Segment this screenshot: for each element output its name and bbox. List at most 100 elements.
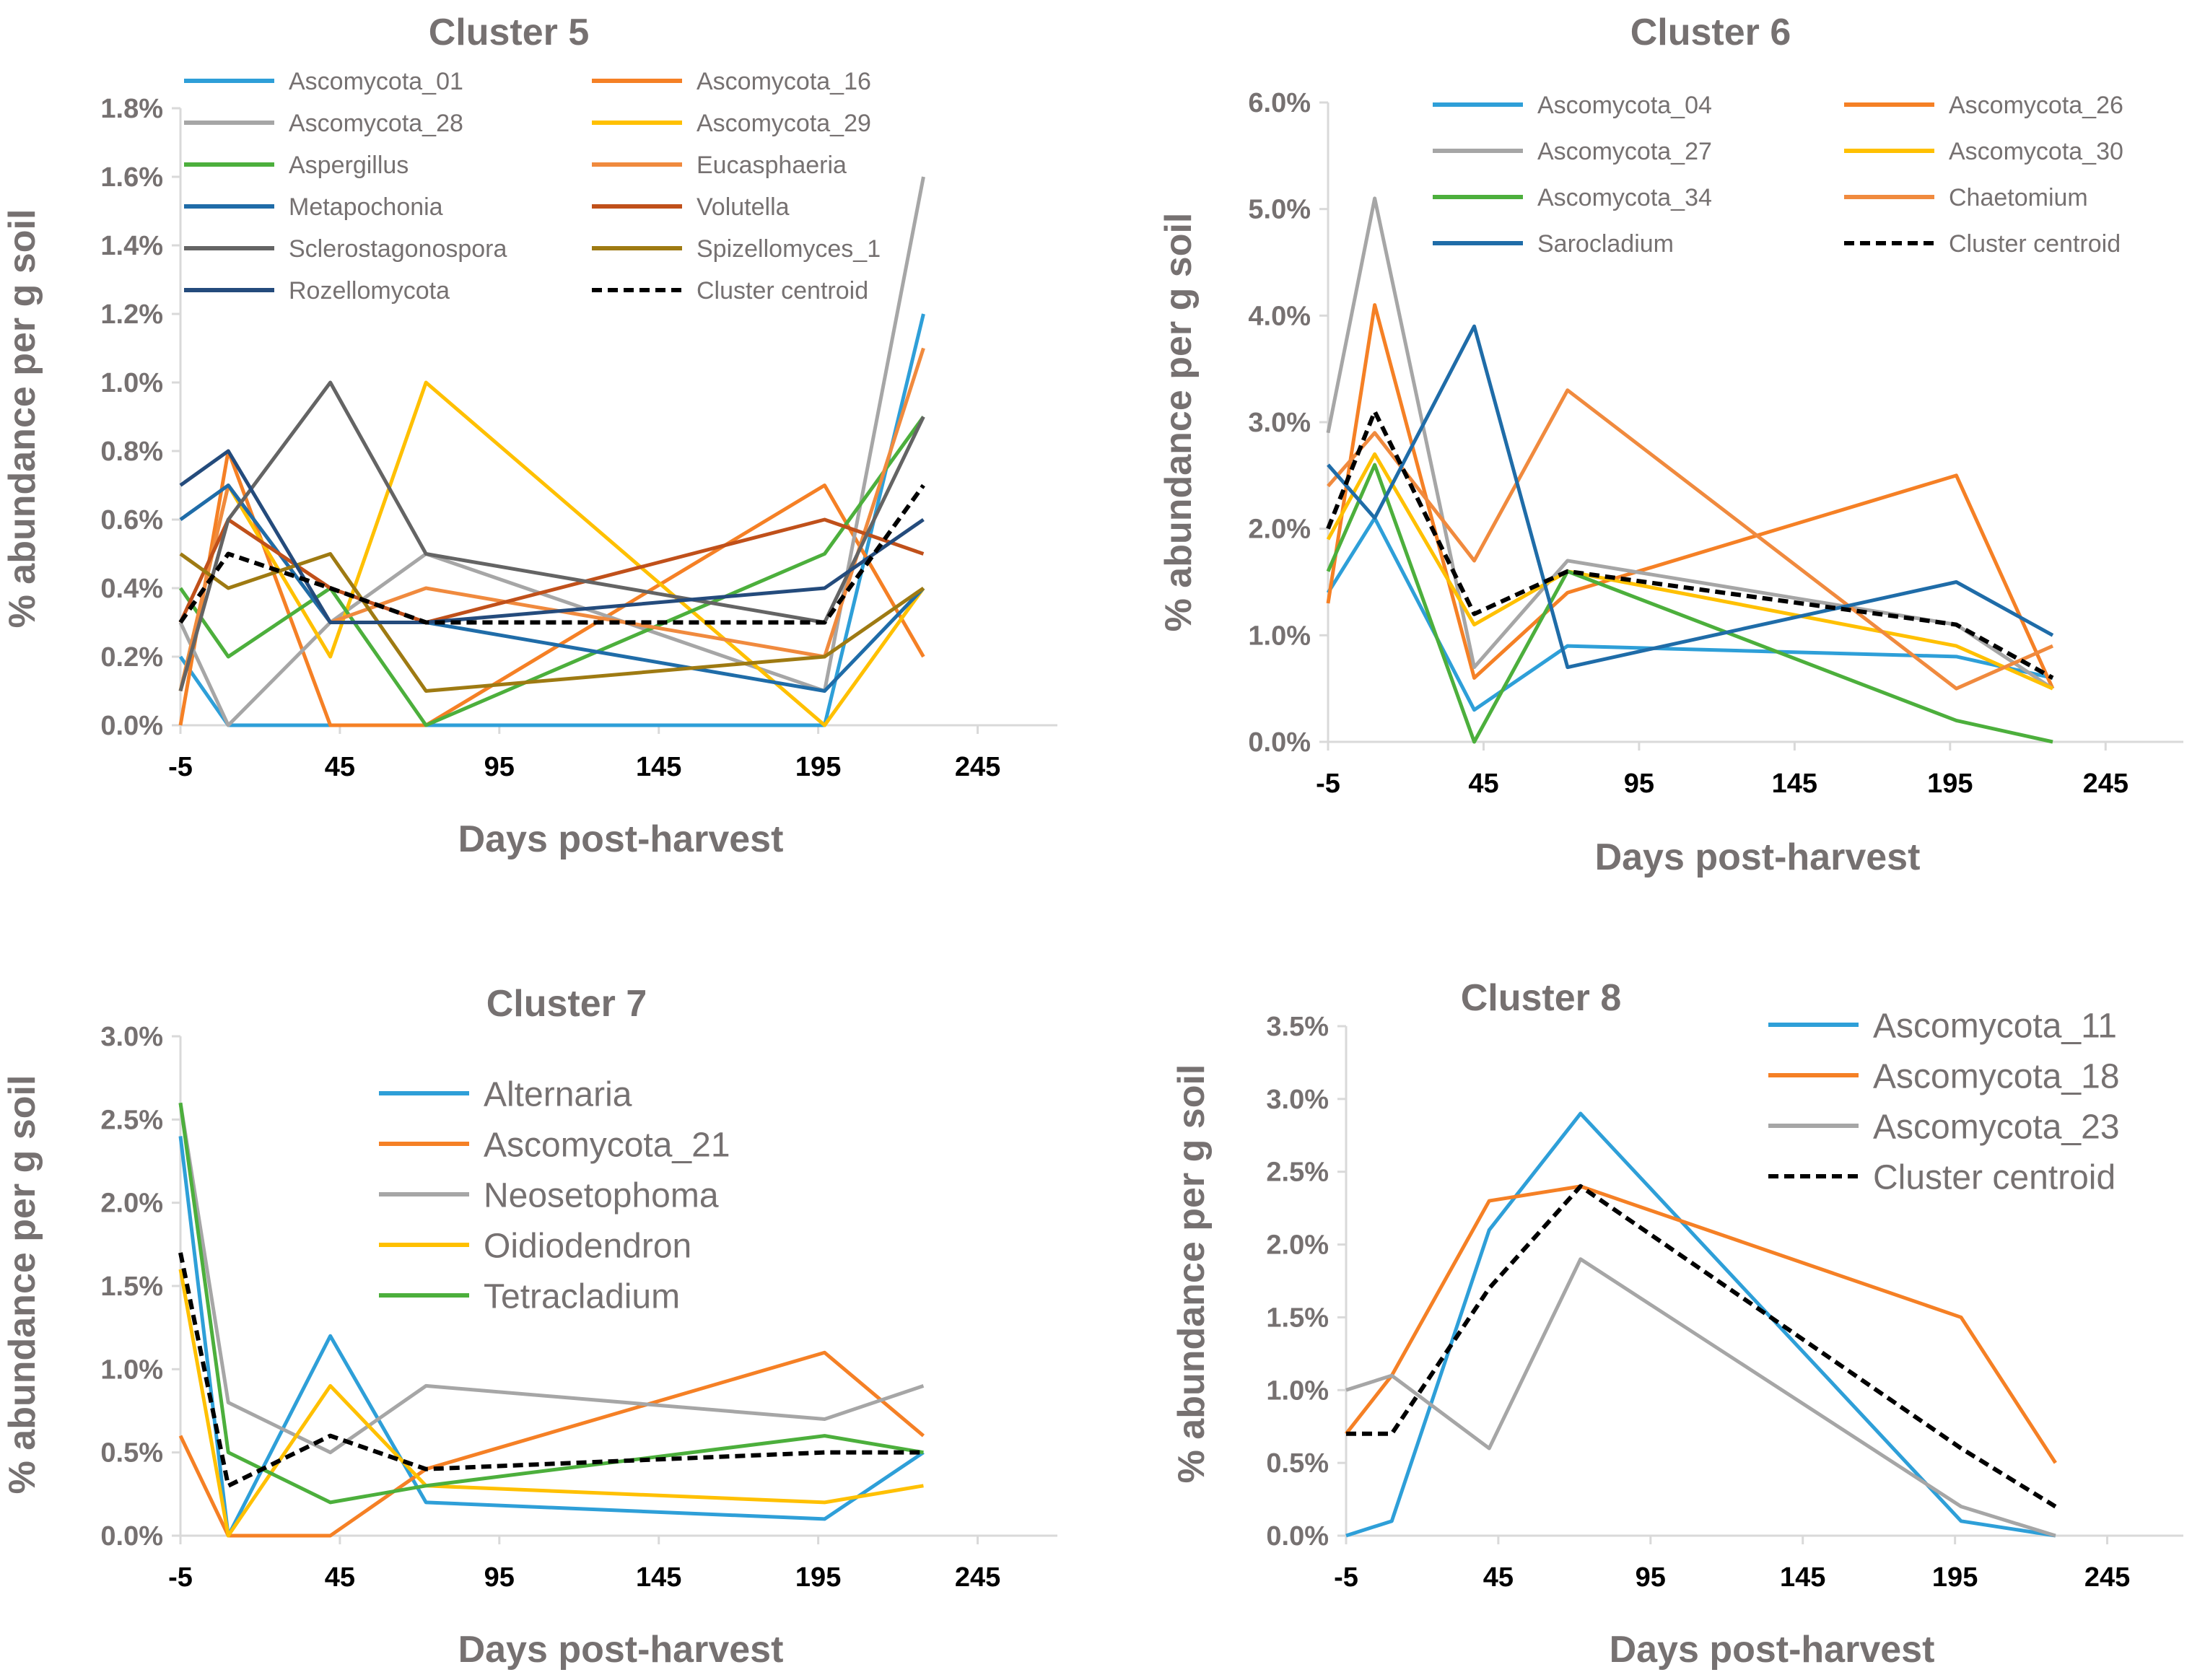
- series-line-eucasphaeria: [178, 347, 925, 692]
- legend-label-chaetomium: Chaetomium: [1949, 184, 2088, 211]
- series-line-ascomycota-18: [1345, 1184, 2057, 1464]
- x-tick-label: 245: [2083, 769, 2128, 799]
- legend-label-ascomycota-11: Ascomycota_11: [1873, 1007, 2117, 1045]
- legend: Ascomycota_04 Ascomycota_26 Ascomycota_27 A…: [1433, 92, 2123, 258]
- y-tick-label: 0.5%: [1266, 1448, 1329, 1479]
- legend-label-ascomycota-29: Ascomycota_29: [697, 110, 871, 137]
- y-tick-label: 0.5%: [100, 1438, 163, 1469]
- y-axis-title: % abundance per g soil: [1158, 213, 1200, 632]
- legend-label-cluster-centroid: Cluster centroid: [1873, 1158, 2116, 1196]
- series-line-oidiodendron: [178, 1269, 924, 1538]
- legend-label-ascomycota-23: Ascomycota_23: [1873, 1108, 2120, 1146]
- legend-label-metapochonia: Metapochonia: [289, 193, 443, 221]
- legend-label-tetracladium: Tetracladium: [484, 1277, 680, 1316]
- legend-label-cluster-centroid: Cluster centroid: [1949, 230, 2121, 258]
- series-line-ascomycota-21: [178, 1350, 925, 1538]
- y-tick-label: 0.0%: [1266, 1521, 1329, 1552]
- chart-title: Cluster 8: [1461, 977, 1622, 1019]
- legend-label-alternaria: Alternaria: [484, 1075, 632, 1114]
- x-tick-label: -5: [168, 1562, 193, 1593]
- legend-label-neosetophoma: Neosetophoma: [484, 1176, 719, 1215]
- legend-label-ascomycota-30: Ascomycota_30: [1949, 138, 2123, 165]
- series-line-chaetomium: [1327, 388, 2054, 691]
- x-tick-label: 145: [1772, 769, 1817, 799]
- y-tick-label: 3.0%: [1266, 1085, 1329, 1115]
- legend-label-spizellomyces-1: Spizellomyces_1: [697, 235, 881, 263]
- y-tick-label: 2.0%: [100, 1189, 163, 1219]
- series-line-aspergillus: [178, 416, 925, 727]
- series-line-sarocladium: [1327, 324, 2054, 670]
- legend-label-ascomycota-21: Ascomycota_21: [484, 1126, 730, 1164]
- legend: Alternaria Ascomycota_21 Neosetophoma Oidio…: [379, 1075, 730, 1316]
- series-line-cluster-centroid: [178, 484, 925, 625]
- y-tick-label: 0.0%: [1248, 727, 1311, 758]
- y-tick-label: 0.4%: [100, 574, 163, 604]
- x-tick-label: 245: [2084, 1562, 2130, 1593]
- y-tick-label: 1.0%: [1266, 1375, 1329, 1406]
- series-line-rozellomycota: [179, 449, 925, 624]
- x-tick-label: 95: [484, 1562, 515, 1593]
- y-tick-label: 1.5%: [1266, 1303, 1329, 1333]
- x-tick-label: 95: [1636, 1562, 1666, 1593]
- chart-title: Cluster 7: [486, 983, 647, 1025]
- y-tick-label: 1.5%: [100, 1272, 163, 1302]
- x-tick-label: 195: [1927, 769, 1973, 799]
- y-tick-label: 3.0%: [100, 1022, 163, 1052]
- legend-label-ascomycota-26: Ascomycota_26: [1949, 92, 2123, 119]
- y-tick-label: 1.0%: [100, 1355, 163, 1385]
- legend-label-sarocladium: Sarocladium: [1537, 230, 1674, 258]
- series-line-ascomycota-30: [1326, 452, 2054, 691]
- legend-label-ascomycota-01: Ascomycota_01: [289, 68, 463, 95]
- legend: Ascomycota_11 Ascomycota_18 Ascomycota_23 C…: [1768, 1007, 2120, 1196]
- y-tick-label: 6.0%: [1248, 88, 1311, 118]
- x-tick-label: 145: [636, 752, 681, 782]
- x-tick-label: 95: [484, 752, 515, 782]
- series-line-cluster-centroid: [1326, 409, 2054, 681]
- y-tick-label: 5.0%: [1248, 195, 1311, 225]
- y-tick-label: 0.6%: [100, 505, 163, 535]
- x-tick-label: 195: [1932, 1562, 1978, 1593]
- y-tick-label: 0.8%: [100, 437, 163, 467]
- x-tick-label: 45: [325, 752, 355, 782]
- y-axis-title: % abundance per g soil: [1, 1075, 43, 1495]
- legend-label-oidiodendron: Oidiodendron: [484, 1227, 691, 1265]
- legend: Ascomycota_01 Ascomycota_16 Ascomycota_28 A…: [184, 68, 881, 305]
- x-tick-label: 145: [1780, 1562, 1825, 1593]
- legend-label-sclerostagonospora: Sclerostagonospora: [289, 235, 507, 263]
- y-tick-label: 0.2%: [100, 642, 163, 673]
- legend-label-aspergillus: Aspergillus: [289, 152, 409, 179]
- y-tick-label: 0.0%: [100, 711, 163, 741]
- y-tick-label: 1.6%: [100, 162, 163, 193]
- x-tick-label: 245: [955, 752, 1000, 782]
- legend-label-ascomycota-04: Ascomycota_04: [1537, 92, 1712, 119]
- legend-label-ascomycota-16: Ascomycota_16: [697, 68, 871, 95]
- legend-label-volutella: Volutella: [697, 193, 790, 221]
- x-axis-title: Days post-harvest: [458, 1629, 784, 1671]
- x-axis-title: Days post-harvest: [1610, 1629, 1935, 1671]
- x-tick-label: 195: [795, 1562, 841, 1593]
- x-axis-title: Days post-harvest: [1595, 836, 1921, 878]
- legend-label-ascomycota-27: Ascomycota_27: [1537, 138, 1712, 165]
- series-line-cluster-centroid: [1346, 1184, 2057, 1509]
- y-tick-label: 1.2%: [100, 299, 163, 330]
- y-tick-label: 2.5%: [100, 1105, 163, 1135]
- x-tick-label: -5: [1316, 769, 1340, 799]
- chart-panel-cluster-5: 0.0% 0.2% 0.4% 0.6% 0.8% 1.0% 1.2% 1.4% 1.6% 1.8%…: [1, 12, 1057, 860]
- y-tick-label: 0.0%: [100, 1521, 163, 1552]
- chart-title: Cluster 5: [429, 12, 590, 53]
- legend-label-rozellomycota: Rozellomycota: [289, 277, 450, 305]
- legend-label-ascomycota-18: Ascomycota_18: [1873, 1057, 2120, 1095]
- chart-panel-cluster-6: 0.0% 1.0% 2.0% 3.0% 4.0% 5.0% 6.0% -5 45 95 145 195…: [1158, 12, 2183, 878]
- x-tick-label: 95: [1624, 769, 1654, 799]
- y-axis-title: % abundance per g soil: [1171, 1064, 1213, 1484]
- series-line-ascomycota-34: [1326, 463, 2053, 744]
- series-line-ascomycota-04: [1326, 516, 2053, 712]
- series-line-ascomycota-23: [1345, 1257, 2056, 1538]
- legend-label-ascomycota-28: Ascomycota_28: [289, 110, 463, 137]
- x-tick-label: -5: [1334, 1562, 1358, 1593]
- legend-label-cluster-centroid: Cluster centroid: [697, 277, 868, 305]
- y-tick-label: 1.0%: [100, 368, 163, 398]
- y-tick-label: 3.0%: [1248, 408, 1311, 438]
- y-axis-title: % abundance per g soil: [1, 209, 43, 629]
- y-tick-label: 2.0%: [1248, 515, 1311, 545]
